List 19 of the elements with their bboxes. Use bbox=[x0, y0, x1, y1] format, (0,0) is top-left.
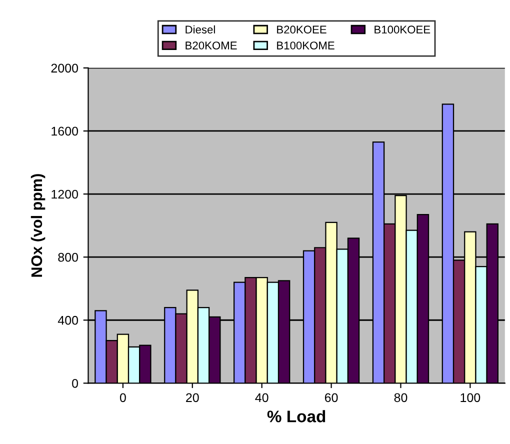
legend-label: B20KOME bbox=[186, 42, 237, 50]
y-tick-label: 0 bbox=[72, 378, 78, 388]
legend-label: B20KOEE bbox=[277, 26, 326, 34]
x-tick-label: 20 bbox=[186, 393, 199, 402]
x-axis-title: % Load bbox=[267, 410, 326, 422]
x-tick-label: 80 bbox=[394, 393, 408, 402]
legend-label: B100KOEE bbox=[374, 26, 430, 34]
y-tick-label: 1600 bbox=[52, 126, 78, 136]
x-tick-label: 40 bbox=[255, 393, 268, 402]
y-tick-label: 1200 bbox=[52, 190, 78, 199]
x-tick-label: 0 bbox=[120, 393, 126, 402]
legend-label: B100KOME bbox=[277, 42, 334, 50]
y-axis-title: NOx (vol ppm) bbox=[30, 174, 46, 277]
y-tick-label: 800 bbox=[58, 252, 78, 262]
x-tick-label: 100 bbox=[460, 393, 480, 402]
y-tick-label: 2000 bbox=[51, 64, 78, 73]
legend-label: Diesel bbox=[186, 25, 215, 34]
x-tick-label: 60 bbox=[324, 393, 338, 402]
y-tick-label: 400 bbox=[58, 316, 78, 325]
